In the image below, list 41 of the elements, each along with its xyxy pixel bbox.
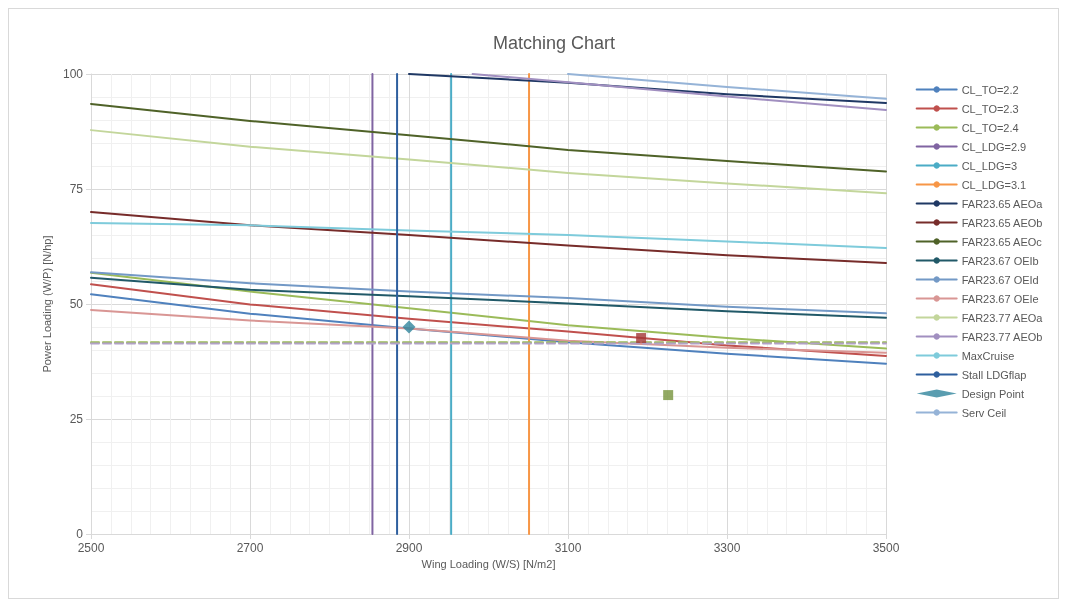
line-series [408,73,887,104]
legend-label: Serv Ceil [961,406,1007,419]
x-tick-label: 3300 [713,541,741,555]
legend-label: FAR23.67 OEIb [961,254,1039,267]
legend-label: Stall LDGflap [961,368,1027,381]
y-tick-label: 0 [76,527,84,541]
y-tick-label: 50 [69,297,84,311]
x-tick-label: 2900 [395,541,423,555]
legend-label: CL_LDG=3 [961,159,1018,172]
x-tick-label: 3100 [554,541,582,555]
line-series [90,222,887,249]
legend-label: FAR23.77 AEOa [961,311,1044,324]
legend-label: FAR23.65 AEOc [961,235,1043,248]
x-axis-title: Wing Loading (W/S) [N/m2] [421,558,556,571]
legend-label: CL_TO=2.4 [961,121,1019,134]
legend-label: CL_LDG=3.1 [961,178,1027,191]
line-series [90,211,887,265]
legend-label: FAR23.67 OEId [961,273,1039,286]
legend-label: FAR23.77 AEOb [961,330,1043,343]
y-axis-title: Power Loading (W/P) [N/hp] [40,235,53,373]
point [636,333,647,344]
legend-label: CL_LDG=2.9 [961,140,1027,153]
y-tick-label: 100 [62,67,84,81]
y-tick-label: 75 [69,182,84,196]
point [663,390,674,401]
legend-label: MaxCruise [961,349,1015,362]
legend-label: FAR23.65 AEOb [961,216,1043,229]
chart-title: Matching Chart [492,33,616,53]
line-series [471,73,887,111]
legend-label: FAR23.65 AEOa [961,197,1044,210]
point [402,320,416,334]
x-tick-label: 2500 [77,541,105,555]
line-series [90,308,887,354]
legend-label: CL_TO=2.2 [961,83,1019,96]
legend-label: CL_TO=2.3 [961,102,1019,115]
x-tick-label: 2700 [236,541,264,555]
line-series [90,102,887,173]
legend-label: FAR23.67 OEIe [961,292,1039,305]
y-tick-label: 25 [69,412,84,426]
x-tick-label: 3500 [872,541,900,555]
legend-label: Design Point [961,387,1025,400]
